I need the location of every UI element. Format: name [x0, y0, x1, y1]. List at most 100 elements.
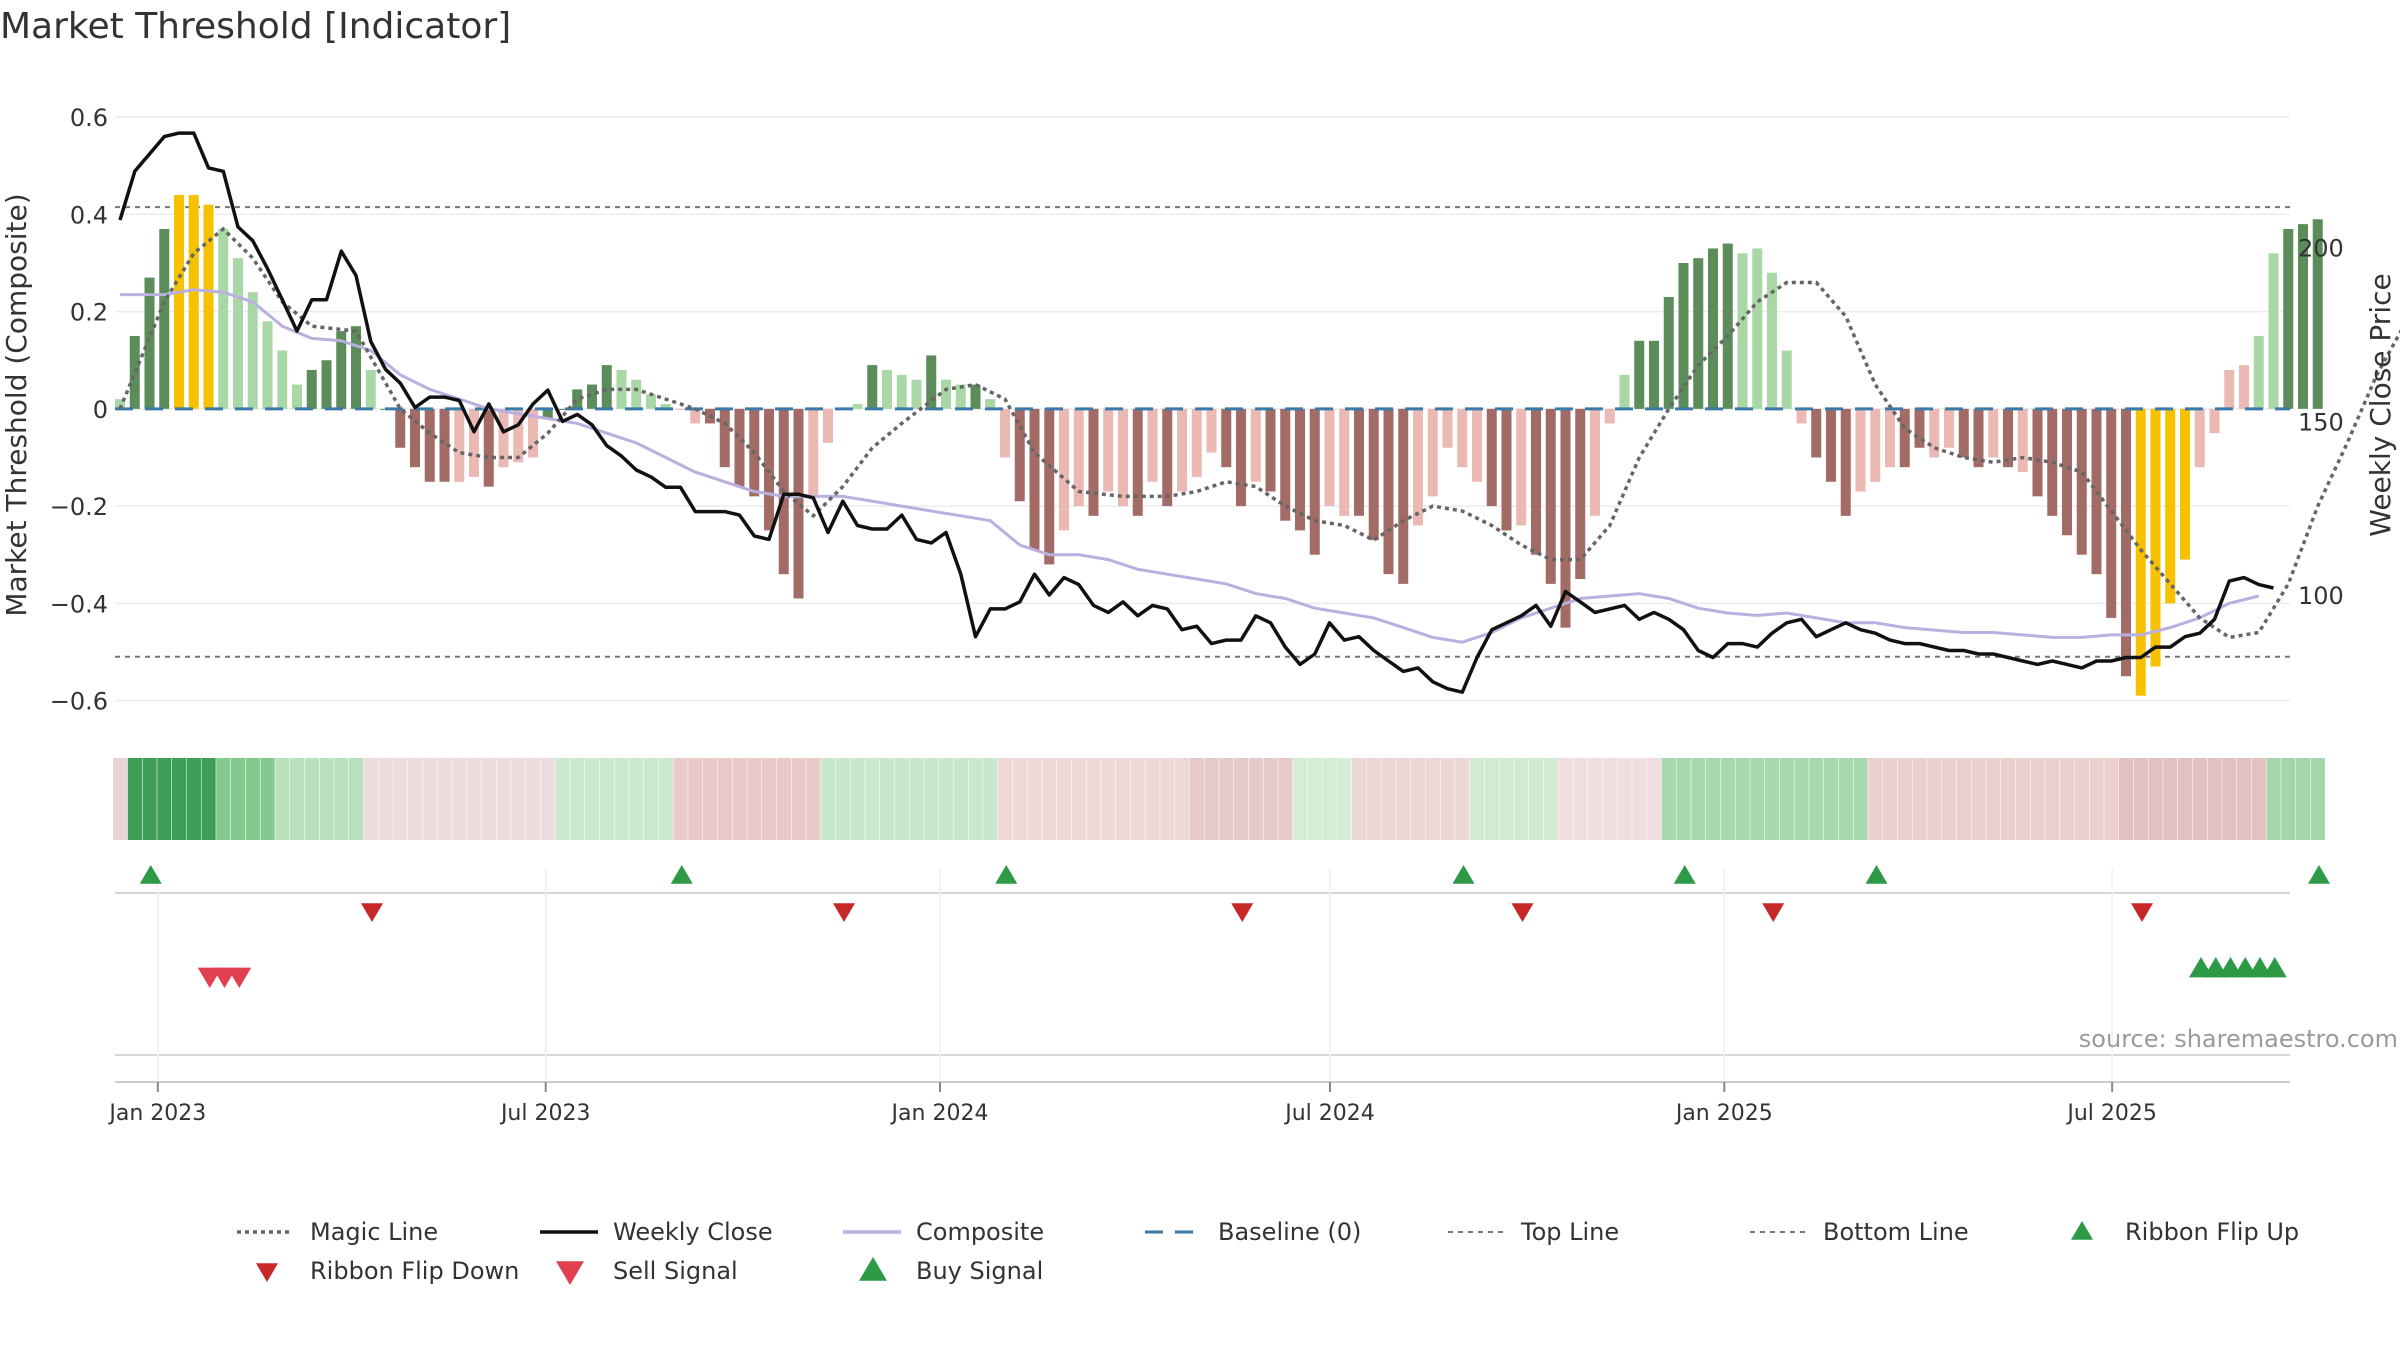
composite-bar [1575, 408, 1586, 580]
composite-bar [277, 350, 288, 409]
ribbon-flip-down-marker [1762, 903, 1785, 922]
legend-item-ribbon-flip-down: Ribbon Flip Down [256, 1257, 519, 1285]
ribbon-cell [1514, 758, 1529, 840]
composite-bar [2165, 408, 2176, 604]
composite-bar [2121, 408, 2131, 677]
legend-item-composite: Composite [843, 1218, 1044, 1246]
ribbon-flip-up-marker [2308, 865, 2330, 884]
ribbon-cell [2163, 758, 2178, 840]
ribbon-cell [1071, 758, 1086, 840]
composite-bar [690, 408, 701, 424]
ribbon-cell [1411, 758, 1426, 840]
composite-bar [2239, 365, 2249, 409]
ribbon-flip-down-marker [1231, 903, 1254, 922]
composite-bar [2180, 408, 2190, 560]
composite-bar [1781, 350, 1792, 409]
composite-bar [1132, 408, 1143, 516]
ribbon-cell [1647, 758, 1662, 840]
ribbon-cell [1234, 758, 1249, 840]
ribbon-cell [1956, 758, 1971, 840]
y-tick-label: −0.4 [50, 590, 108, 618]
composite-bar [557, 408, 568, 410]
left-axis-ticks: 0.6 0.4 0.2 0 −0.2 −0.4 −0.6 [50, 104, 108, 715]
legend-label: Weekly Close [613, 1218, 773, 1246]
composite-bar [1708, 248, 1718, 409]
ribbon-cell [1868, 758, 1883, 840]
composite-bar [1309, 408, 1320, 555]
ribbon-cell [142, 758, 157, 840]
threshold-lines [115, 206, 2290, 658]
ribbon-cell [1558, 758, 1573, 840]
ribbon-cell [1204, 758, 1219, 840]
y-tick-label: 0.4 [70, 201, 108, 229]
ribbon-flip-up-marker [139, 865, 162, 884]
composite-bar [1280, 408, 1291, 521]
ribbon-cell [1012, 758, 1027, 840]
ribbon-cell [658, 758, 673, 840]
legend-item-sell-signal: Sell Signal [556, 1257, 738, 1285]
composite-bar [1191, 408, 1202, 477]
composite-bar [1265, 408, 1276, 492]
ribbon-cell [1912, 758, 1927, 840]
composite-bar [1693, 258, 1704, 409]
right-tick-label: 100 [2298, 582, 2344, 610]
ribbon-cell [1160, 758, 1175, 840]
composite-bar [439, 408, 450, 482]
ribbon-cell [127, 758, 142, 840]
ribbon-cell [1455, 758, 1470, 840]
ribbon-cell [1057, 758, 1072, 840]
composite-bar [1929, 408, 1940, 458]
composite-bar [2091, 408, 2102, 575]
ribbon-cell [1573, 758, 1588, 840]
composite-bar [1073, 408, 1084, 507]
ribbon-cell [408, 758, 423, 840]
chart-title: Market Threshold [Indicator] [0, 6, 511, 47]
composite-bar [1944, 408, 1954, 448]
x-tick-label: Jul 2025 [2065, 1101, 2157, 1126]
composite-bar [1250, 408, 1261, 482]
composite-bar [955, 384, 966, 409]
ribbon-cell [1101, 758, 1116, 840]
ribbon-cell [1927, 758, 1942, 840]
composite-bar [1236, 408, 1246, 507]
composite-bar [1103, 408, 1114, 492]
ribbon-cell [1116, 758, 1131, 840]
y-tick-label: 0 [93, 396, 108, 424]
composite-bars [115, 194, 2323, 696]
composite-bar [1457, 408, 1468, 468]
composite-bar [2017, 408, 2028, 473]
composite-bar [2032, 408, 2043, 497]
ribbon-cell [1838, 758, 1853, 840]
composite-bar [1619, 374, 1630, 409]
ribbon-cell [732, 758, 747, 840]
ribbon-cell [1809, 758, 1824, 840]
composite-bar [1501, 408, 1512, 531]
ribbon-cell [349, 758, 364, 840]
ribbon-cell [481, 758, 496, 840]
y-tick-label: 0.6 [70, 104, 108, 132]
composite-bar [882, 369, 892, 409]
ribbon-cell [216, 758, 231, 840]
ribbon-cell [172, 758, 187, 840]
composite-bar [1118, 408, 1128, 507]
ribbon-cell [231, 758, 246, 840]
ribbon-cell [2133, 758, 2148, 840]
composite-bar [2312, 219, 2323, 409]
composite-bar [1368, 408, 1379, 541]
ribbon-cell [629, 758, 644, 840]
ribbon-cell [1779, 758, 1794, 840]
ribbon-cell [260, 758, 275, 840]
composite-bar [159, 228, 170, 409]
sell-signal-marker [227, 967, 252, 988]
ribbon-cell [334, 758, 349, 840]
ribbon-cell [1278, 758, 1293, 840]
ribbon-cell [2237, 758, 2252, 840]
composite-bar [1914, 408, 1925, 448]
composite-bar [188, 194, 199, 409]
ribbon-flip-down-marker [361, 903, 383, 922]
composite-bar [1899, 408, 1910, 468]
legend: Magic Line Weekly Close Composite Baseline … [237, 1218, 2299, 1285]
composite-bar [2283, 228, 2294, 409]
composite-bar [646, 394, 656, 409]
